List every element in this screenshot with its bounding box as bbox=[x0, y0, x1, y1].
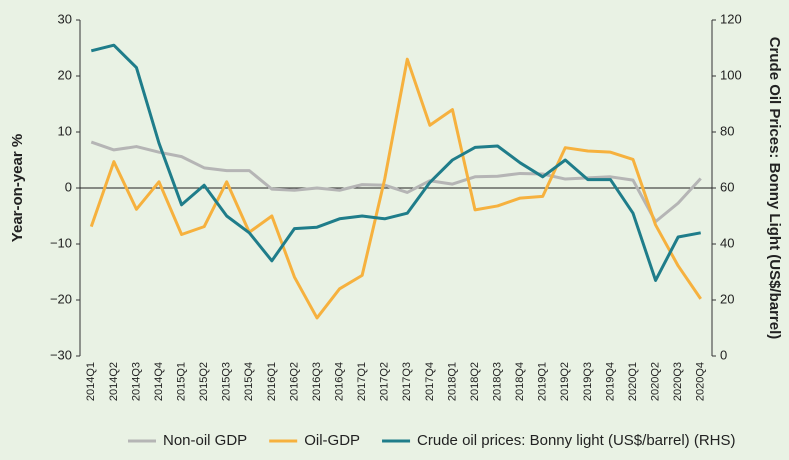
x-tick-label: 2016Q1 bbox=[266, 362, 278, 401]
x-tick-label: 2017Q3 bbox=[401, 362, 413, 401]
x-tick-label: 2015Q3 bbox=[221, 362, 233, 401]
y-tick-label: 10 bbox=[58, 123, 72, 138]
x-tick-label: 2014Q4 bbox=[153, 362, 165, 401]
x-tick-label: 2020Q3 bbox=[672, 362, 684, 401]
x-tick-label: 2014Q2 bbox=[108, 362, 120, 401]
y-tick-label: −10 bbox=[50, 235, 72, 250]
y2-axis-label: Crude Oil Prices: Bonny Light (US$/barre… bbox=[766, 37, 783, 340]
x-tick-label: 2015Q4 bbox=[243, 362, 255, 401]
legend-label: Non-oil GDP bbox=[163, 432, 247, 449]
x-tick-label: 2019Q4 bbox=[604, 362, 616, 401]
x-tick-label: 2016Q3 bbox=[311, 362, 323, 401]
series-line bbox=[89, 57, 702, 320]
y-tick-label: −20 bbox=[50, 291, 72, 306]
y2-tick-label: 120 bbox=[720, 11, 742, 26]
x-tick-label: 2016Q4 bbox=[333, 362, 345, 401]
series-line bbox=[90, 140, 702, 224]
x-tick-label: 2017Q1 bbox=[356, 362, 368, 401]
y-tick-label: −30 bbox=[50, 347, 72, 362]
x-tick-label: 2018Q1 bbox=[446, 362, 458, 401]
legend-label: Crude oil prices: Bonny light (US$/barre… bbox=[417, 432, 735, 449]
x-tick-label: 2015Q2 bbox=[198, 362, 210, 401]
x-tick-label: 2017Q4 bbox=[424, 362, 436, 401]
x-tick-label: 2018Q3 bbox=[491, 362, 503, 401]
x-tick-label: 2015Q1 bbox=[175, 362, 187, 401]
y-tick-label: 30 bbox=[58, 11, 72, 26]
y2-tick-label: 40 bbox=[720, 235, 734, 250]
legend-label: Oil-GDP bbox=[304, 432, 360, 449]
y2-tick-label: 100 bbox=[720, 67, 742, 82]
x-tick-label: 2014Q3 bbox=[130, 362, 142, 401]
y2-tick-label: 80 bbox=[720, 123, 734, 138]
x-tick-label: 2019Q1 bbox=[537, 362, 549, 401]
x-tick-label: 2014Q1 bbox=[85, 362, 97, 401]
series-line bbox=[90, 43, 701, 282]
x-tick-label: 2020Q4 bbox=[695, 362, 707, 401]
x-tick-label: 2017Q2 bbox=[379, 362, 391, 401]
y-tick-label: 20 bbox=[58, 67, 72, 82]
y2-tick-label: 0 bbox=[720, 347, 727, 362]
x-tick-label: 2020Q1 bbox=[627, 362, 639, 401]
y-tick-label: 0 bbox=[65, 179, 72, 194]
y2-tick-label: 20 bbox=[720, 291, 734, 306]
x-tick-label: 2018Q2 bbox=[469, 362, 481, 401]
x-tick-label: 2019Q3 bbox=[582, 362, 594, 401]
y-axis-label: Year-on-year % bbox=[9, 134, 26, 242]
x-tick-label: 2016Q2 bbox=[288, 362, 300, 401]
x-tick-label: 2019Q2 bbox=[559, 362, 571, 401]
x-tick-label: 2018Q4 bbox=[514, 362, 526, 401]
y2-tick-label: 60 bbox=[720, 179, 734, 194]
x-tick-label: 2020Q2 bbox=[649, 362, 661, 401]
